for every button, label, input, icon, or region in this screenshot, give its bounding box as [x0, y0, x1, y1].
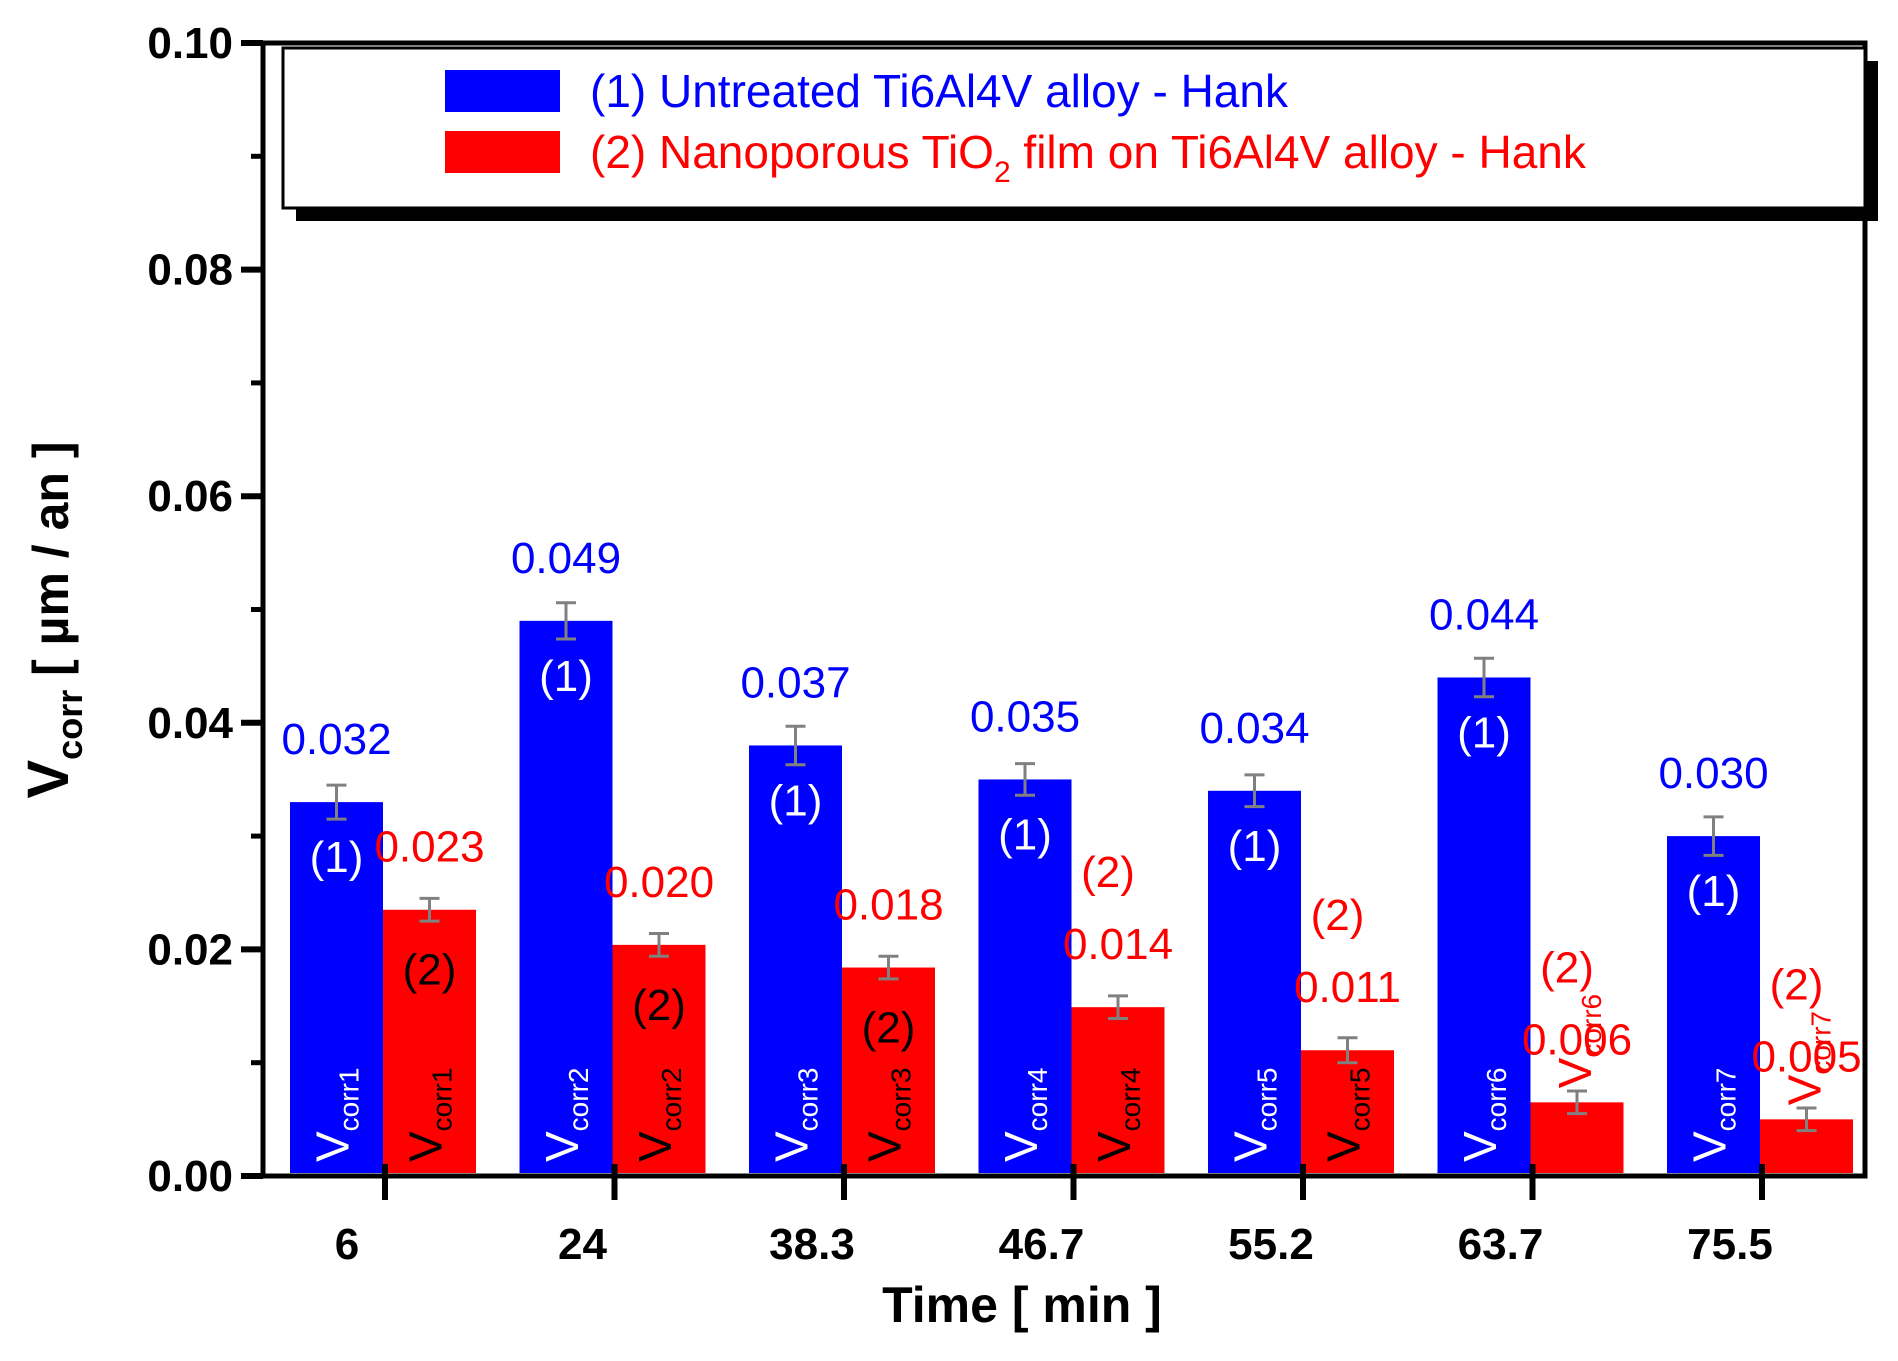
series-mark-untreated: (1) — [769, 776, 823, 825]
y-tick-label: 0.10 — [147, 19, 233, 68]
legend-label-nanoporous: (2) Nanoporous TiO2 film on Ti6Al4V allo… — [590, 126, 1587, 189]
bar-vcorr-label: Vcorr5 — [1318, 1068, 1376, 1162]
bar-untreated — [1437, 677, 1531, 1173]
y-axis-title-unit: [ µm / an ] — [23, 442, 79, 690]
value-label-nanoporous: 0.011 — [1294, 963, 1401, 1012]
bar-nanoporous — [1071, 1007, 1165, 1173]
bar-untreated — [1667, 836, 1760, 1173]
series-mark-untreated: (1) — [998, 810, 1052, 859]
bar-vcorr-label: Vcorr1 — [307, 1068, 365, 1162]
y-axis-title: Vcorr [ µm / an ] — [16, 442, 90, 799]
value-label-untreated: 0.049 — [511, 534, 621, 583]
series-mark-nanoporous: (2) — [862, 1004, 916, 1053]
y-tick-label: 0.04 — [147, 699, 233, 748]
bar-vcorr-label: Vcorr7 — [1684, 1068, 1742, 1162]
series-mark-untreated: (1) — [1457, 708, 1511, 757]
bar-vcorr-label: Vcorr6 — [1454, 1068, 1512, 1162]
value-label-untreated: 0.032 — [281, 715, 391, 764]
series-mark-nanoporous: (2) — [1081, 848, 1135, 897]
x-tick-label: 38.3 — [769, 1220, 855, 1269]
series-mark-nanoporous: (2) — [403, 946, 457, 995]
legend-label-prefix: (2) Nanoporous TiO — [590, 126, 994, 178]
x-tick-label: 55.2 — [1228, 1220, 1314, 1269]
bar-vcorr-label: Vcorr6 — [1549, 994, 1607, 1088]
x-tick-label: 6 — [335, 1220, 359, 1269]
y-axis-title-subscript: corr — [49, 690, 90, 760]
bar-untreated — [519, 620, 613, 1173]
bar-vcorr-label: Vcorr4 — [995, 1068, 1053, 1162]
bar-vcorr-label: Vcorr7 — [1779, 1011, 1837, 1105]
bar-vcorr-label: Vcorr3 — [766, 1068, 824, 1162]
bar-vcorr-label: Vcorr2 — [536, 1068, 594, 1162]
bar-nanoporous — [612, 944, 706, 1173]
series-mark-nanoporous: (2) — [1540, 943, 1594, 992]
value-label-untreated: 0.034 — [1199, 704, 1309, 753]
bar-untreated — [1208, 790, 1301, 1173]
legend-label-suffix: film on Ti6Al4V alloy - Hank — [1011, 126, 1587, 178]
bar-untreated — [978, 779, 1072, 1173]
value-label-untreated: 0.044 — [1429, 590, 1539, 639]
y-tick-label: 0.06 — [147, 472, 233, 521]
series-mark-untreated: (1) — [539, 652, 593, 701]
value-label-nanoporous: 0.005 — [1751, 1032, 1861, 1081]
x-axis-title: Time [ min ] — [882, 1277, 1162, 1333]
bar-vcorr-label: Vcorr5 — [1225, 1068, 1283, 1162]
series-mark-nanoporous: (2) — [1770, 960, 1824, 1009]
value-label-untreated: 0.030 — [1658, 749, 1768, 798]
bar-vcorr-label: Vcorr3 — [859, 1068, 917, 1162]
value-label-nanoporous: 0.023 — [374, 823, 484, 872]
legend-label-untreated: (1) Untreated Ti6Al4V alloy - Hank — [590, 65, 1289, 117]
x-tick-label: 46.7 — [999, 1220, 1085, 1269]
bar-vcorr-label: Vcorr1 — [400, 1068, 458, 1162]
y-tick-label: 0.00 — [147, 1152, 233, 1201]
bar-nanoporous — [842, 967, 935, 1173]
value-label-untreated: 0.037 — [740, 658, 850, 707]
series-mark-untreated: (1) — [1687, 867, 1741, 916]
y-tick-label: 0.08 — [147, 246, 233, 295]
bar-nanoporous — [383, 909, 476, 1173]
x-tick-label: 75.5 — [1687, 1220, 1773, 1269]
x-tick-label: 63.7 — [1458, 1220, 1544, 1269]
y-axis-title-symbol: V — [16, 760, 81, 799]
legend-label-subscript: 2 — [994, 156, 1011, 189]
series-mark-nanoporous: (2) — [632, 981, 686, 1030]
value-label-nanoporous: 0.018 — [833, 881, 943, 930]
legend-swatch-untreated — [445, 70, 560, 112]
value-label-untreated: 0.035 — [970, 692, 1080, 741]
series-mark-untreated: (1) — [1228, 822, 1282, 871]
bar-vcorr-label: Vcorr4 — [1088, 1068, 1146, 1162]
bar-nanoporous — [1301, 1050, 1394, 1173]
series-mark-nanoporous: (2) — [1311, 891, 1365, 940]
bar-vcorr-label: Vcorr2 — [629, 1068, 687, 1162]
value-label-nanoporous: 0.020 — [604, 858, 714, 907]
legend-swatch-nanoporous — [445, 131, 560, 173]
x-tick-label: 24 — [558, 1220, 607, 1269]
value-label-nanoporous: 0.006 — [1522, 1015, 1632, 1064]
legend: (1) Untreated Ti6Al4V alloy - Hank (2) N… — [281, 46, 1878, 221]
bar-untreated — [290, 802, 383, 1173]
bar-untreated — [749, 745, 842, 1173]
value-label-nanoporous: 0.014 — [1063, 920, 1173, 969]
y-tick-label: 0.02 — [147, 925, 233, 974]
series-mark-untreated: (1) — [310, 833, 364, 882]
